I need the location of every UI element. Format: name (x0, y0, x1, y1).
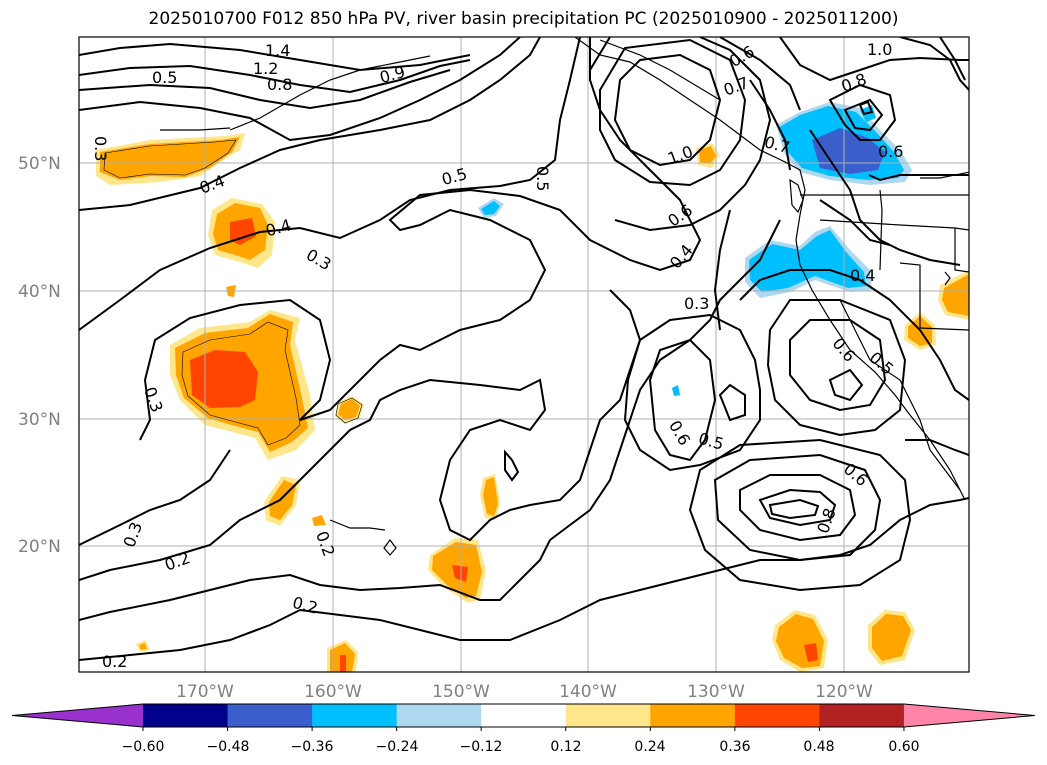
colorbar-tick-label: 0.60 (888, 739, 919, 755)
colorbar-extend-low (12, 704, 143, 727)
contour-label: 0.3 (91, 136, 110, 161)
contour-label: 1.0 (867, 40, 892, 59)
contour-label: 0.8 (267, 75, 292, 94)
map-title: 2025010700 F012 850 hPa PV, river basin … (148, 9, 899, 29)
colorbar-tick-label: 0.24 (634, 739, 665, 755)
lon-label: 140°W (559, 682, 617, 702)
colorbar-tick-labels: −0.60 −0.48 −0.36 −0.24 −0.12 0.12 0.24 … (122, 739, 920, 755)
colorbar-segment (565, 704, 651, 727)
colorbar-tick-label: −0.48 (207, 739, 250, 755)
lon-label: 170°W (176, 682, 234, 702)
shading-outlines (103, 139, 363, 446)
colorbar-segment (819, 704, 905, 727)
colorbar-segment (396, 704, 482, 727)
colorbar-segment (312, 704, 398, 727)
colorbar-segment (650, 704, 736, 727)
longitude-labels: 170°W 160°W 150°W 140°W 130°W 120°W (176, 682, 873, 702)
lon-label: 160°W (304, 682, 362, 702)
contour-label: 0.4 (850, 266, 875, 285)
colorbar (11, 703, 1036, 731)
contour-label: 0.2 (102, 652, 127, 671)
colorbar-segment (481, 704, 567, 727)
colorbar-tick-label: 0.12 (550, 739, 581, 755)
colorbar-tick-label: 0.48 (803, 739, 834, 755)
positive-precip-shading (96, 133, 969, 672)
colorbar-segment (227, 704, 313, 727)
contour-label: 0.6 (878, 142, 903, 161)
colorbar-tick-label: −0.24 (376, 739, 419, 755)
colorbar-extend-high (903, 704, 1035, 727)
lat-label: 20°N (18, 537, 61, 557)
lat-label: 30°N (18, 410, 61, 430)
contour-label: 0.3 (684, 294, 709, 313)
graticule (79, 37, 969, 672)
colorbar-tick-label: −0.12 (460, 739, 503, 755)
lat-label: 50°N (18, 154, 61, 174)
latitude-labels: 50°N 40°N 30°N 20°N (18, 154, 61, 557)
map-area: 1.4 1.2 0.8 0.5 0.3 0.4 0.5 0.5 0.4 0.3 … (79, 37, 969, 672)
lat-label: 40°N (18, 282, 61, 302)
lon-label: 130°W (687, 682, 745, 702)
lon-label: 120°W (815, 682, 873, 702)
map-frame (78, 36, 970, 673)
colorbar-segment (734, 704, 820, 727)
colorbar-tick-label: −0.36 (291, 739, 334, 755)
contour-label: 0.5 (533, 166, 552, 191)
lon-label: 150°W (432, 682, 490, 702)
colorbar-segment (143, 704, 229, 727)
colorbar-tick-label: 0.36 (719, 739, 750, 755)
contour-label: 1.2 (253, 59, 278, 78)
colorbar-tick-label: −0.60 (122, 739, 165, 755)
contour-label: 1.4 (265, 41, 290, 60)
pv-contours (79, 37, 969, 661)
contour-label: 0.5 (152, 68, 177, 87)
